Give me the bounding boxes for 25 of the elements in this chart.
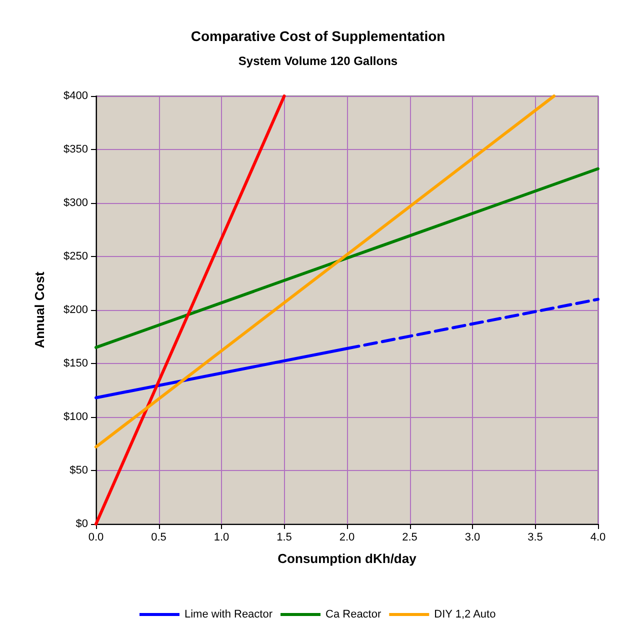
x-tick-label: 0.0 bbox=[88, 532, 104, 544]
y-tick-label: $250 bbox=[64, 250, 88, 262]
legend-label: Ca Reactor bbox=[326, 608, 382, 620]
x-tick-label: 1.5 bbox=[276, 532, 292, 544]
chart-title: Comparative Cost of Supplementation bbox=[190, 28, 446, 44]
x-tick-label: 3.0 bbox=[464, 532, 480, 544]
chart-subtitle: System Volume 120 Gallons bbox=[238, 54, 398, 68]
y-tick-label: $0 bbox=[76, 518, 88, 530]
x-tick-label: 1.0 bbox=[214, 532, 230, 544]
x-tick-label: 0.5 bbox=[151, 532, 166, 544]
legend-label: Lime with Reactor bbox=[184, 608, 273, 620]
y-tick-label: $300 bbox=[64, 197, 88, 209]
y-tick-label: $150 bbox=[64, 358, 88, 370]
x-tick-label: 3.5 bbox=[528, 532, 543, 544]
y-axis-title: Annual Cost bbox=[32, 271, 47, 348]
y-tick-label: $100 bbox=[64, 411, 88, 423]
x-axis-title: Consumption dKh/day bbox=[278, 551, 418, 566]
x-tick-label: 2.5 bbox=[402, 532, 418, 544]
x-tick-label: 4.0 bbox=[590, 532, 606, 544]
y-tick-label: $350 bbox=[64, 144, 88, 156]
legend-label: DIY 1,2 Auto bbox=[434, 608, 496, 620]
x-tick-label: 2.0 bbox=[339, 532, 355, 544]
y-tick-label: $400 bbox=[64, 90, 88, 102]
y-tick-label: $50 bbox=[70, 464, 88, 476]
y-tick-label: $200 bbox=[64, 304, 88, 316]
